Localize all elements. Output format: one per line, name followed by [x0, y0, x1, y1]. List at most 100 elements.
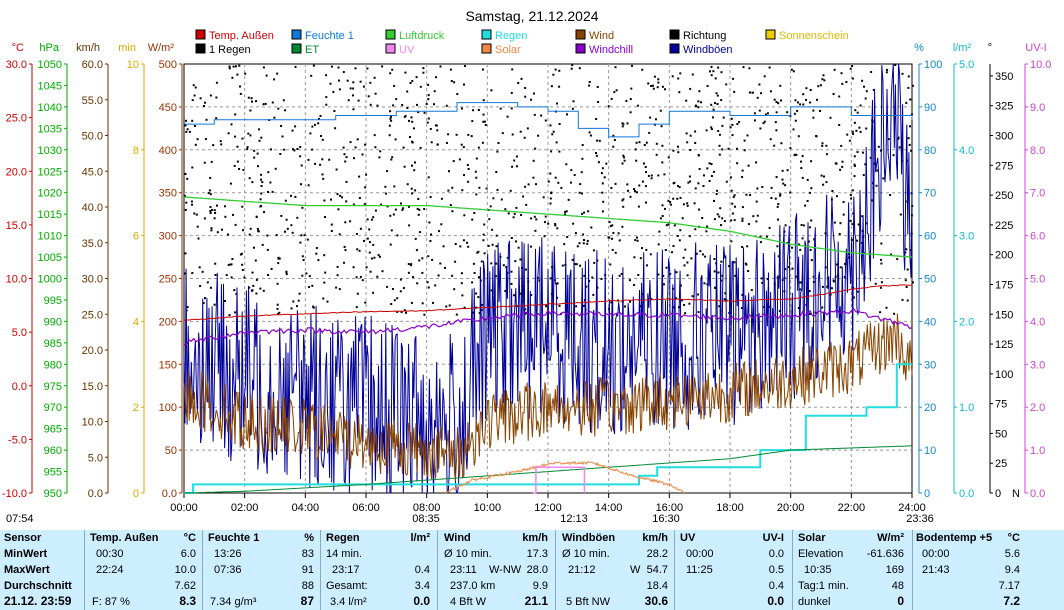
wind-direction-dot [204, 297, 206, 300]
wind-direction-dot [809, 248, 812, 251]
wind-direction-dot [426, 281, 429, 284]
wind-direction-dot [645, 141, 648, 144]
y-tick-label: 3.0 [959, 231, 974, 243]
wind-direction-dot [247, 132, 250, 135]
wind-direction-dot [260, 173, 262, 176]
wind-direction-dot [808, 226, 811, 229]
wind-direction-dot [701, 217, 704, 219]
y-tick-label: 8 [133, 145, 139, 157]
wind-direction-dot [718, 144, 721, 147]
wind-direction-dot [431, 258, 434, 261]
wind-direction-dot [552, 130, 555, 133]
wind-direction-dot [810, 187, 813, 190]
wind-direction-dot [296, 305, 298, 308]
wind-direction-dot [392, 104, 395, 107]
wind-direction-dot [325, 103, 328, 106]
wind-direction-dot [547, 222, 550, 225]
y-tick-label: 10.0 [1030, 59, 1051, 71]
wind-direction-dot [355, 306, 358, 309]
footer-date: 21.12. 23:59 [4, 594, 72, 608]
boden-min-time: 00:00 [922, 548, 950, 560]
wind-direction-dot [341, 196, 343, 199]
wind-direction-dot [708, 180, 711, 182]
wind-direction-dot [216, 204, 218, 207]
x-tick-label: 16:00 [656, 502, 684, 514]
wind-direction-dot [455, 313, 458, 316]
wind-direction-dot [901, 298, 904, 301]
wind-direction-dot [775, 111, 778, 114]
wind-direction-dot [592, 249, 595, 252]
wind-direction-dot [611, 224, 614, 227]
wind-direction-dot [343, 153, 346, 156]
y-tick-label: 1.0 [959, 402, 974, 414]
wind-direction-dot [658, 230, 661, 233]
y-tick-label: 0.0 [162, 488, 177, 500]
wind-direction-dot [396, 310, 399, 313]
wind-direction-dot [209, 94, 212, 97]
y-tick-label: 50.0 [82, 131, 103, 143]
wind-direction-dot [314, 123, 316, 126]
wind-direction-dot [418, 259, 421, 262]
wind-direction-dot [678, 186, 681, 189]
wind-direction-dot [703, 174, 705, 177]
wind-direction-dot [629, 195, 632, 198]
wind-direction-dot [591, 276, 594, 279]
wind-direction-dot [427, 286, 430, 289]
wind-direction-dot [356, 292, 359, 295]
wind-direction-dot [621, 199, 624, 202]
x-tick-label: 18:00 [716, 502, 744, 514]
x-tick-label: 20:00 [777, 502, 805, 514]
legend-label: Feuchte 1 [305, 30, 354, 42]
wind-direction-dot [338, 233, 341, 236]
wind-direction-dot [472, 262, 475, 265]
wind-direction-dot [825, 153, 828, 156]
wind-direction-dot [786, 169, 789, 172]
feuchte-min: 83 [301, 548, 314, 560]
wind-direction-dot [264, 102, 267, 105]
wind-direction-dot [482, 239, 485, 242]
wind-direction-dot [639, 305, 642, 308]
wind-direction-dot [629, 300, 631, 303]
wind-direction-dot [614, 182, 617, 185]
wind-direction-dot [429, 196, 432, 198]
wind-direction-dot [797, 307, 800, 309]
wind-direction-dot [406, 183, 409, 186]
wind-direction-dot [411, 164, 413, 167]
wind-direction-dot [799, 103, 802, 106]
wind-direction-dot [678, 239, 681, 242]
wind-direction-dot [349, 87, 352, 90]
wind-direction-dot [385, 192, 387, 195]
wind-direction-dot [323, 199, 326, 202]
wind-direction-dot [695, 252, 698, 255]
wind-direction-dot [290, 224, 293, 227]
wind-direction-dot [354, 67, 357, 70]
wind-direction-dot [270, 148, 272, 151]
wind-direction-dot [459, 245, 462, 248]
wind-direction-dot [481, 304, 484, 306]
wind-direction-dot [682, 203, 685, 206]
y-tick-label: 2 [133, 402, 139, 414]
wind-direction-dot [296, 148, 299, 150]
wind-direction-dot [583, 304, 585, 307]
wind-direction-dot [301, 274, 304, 277]
wind-direction-dot [343, 261, 345, 264]
wind-direction-dot [554, 176, 557, 179]
wind-direction-dot [403, 165, 406, 168]
solar-r2-value: 169 [885, 564, 904, 576]
wind-direction-dot [192, 84, 195, 87]
wind-direction-dot [513, 294, 515, 297]
wind-direction-dot [199, 97, 202, 100]
wind-direction-dot [717, 271, 720, 274]
axis-unit-left: W/m² [148, 42, 175, 54]
wind-direction-dot [721, 217, 724, 220]
wind-direction-dot [802, 224, 805, 227]
axis-unit-right: UV-I [1025, 42, 1046, 54]
wind-direction-dot [408, 119, 410, 122]
wind-direction-dot [684, 312, 687, 315]
wind-direction-dot [590, 226, 593, 229]
wind-direction-dot [556, 227, 559, 230]
wind-direction-dot [805, 98, 807, 101]
wind-direction-dot [609, 225, 612, 228]
wind-direction-dot [876, 169, 879, 172]
wind-direction-dot [712, 116, 714, 119]
